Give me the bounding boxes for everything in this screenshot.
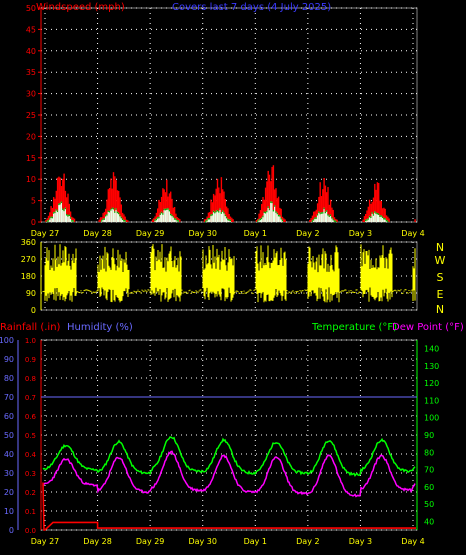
weather-x-tick-label: Day 27: [31, 537, 60, 546]
humidity-tick-label: 50: [4, 431, 14, 440]
wind-y-tick-label: 10: [26, 175, 36, 184]
direction-y-tick-label: 0: [31, 306, 36, 315]
humidity-tick-label: 60: [4, 412, 14, 421]
rainfall-tick-label: 0.6: [25, 413, 37, 421]
compass-label: W: [435, 254, 446, 267]
weather-x-tick-label: Day 28: [83, 537, 112, 546]
humidity-axis-title: Humidity (%): [67, 322, 133, 333]
temperature-tick-label: 100: [424, 414, 439, 423]
wind-x-tick-label: Day 28: [83, 229, 112, 238]
compass-label: E: [437, 288, 444, 301]
wind-y-tick-label: 0: [31, 218, 36, 227]
wind-x-tick-label: Day 2: [296, 229, 319, 238]
wind-y-tick-label: 30: [26, 90, 36, 99]
rainfall-tick-label: 0.2: [25, 489, 36, 497]
rainfall-tick-label: 0.1: [25, 508, 36, 516]
humidity-tick-label: 10: [4, 507, 14, 516]
temperature-tick-label: 60: [424, 483, 434, 492]
wind-x-tick-label: Day 27: [31, 229, 60, 238]
rainfall-tick-label: 0.9: [25, 356, 36, 364]
compass-label: N: [436, 303, 444, 316]
weather-grid: [41, 339, 417, 531]
wind-y-tick-label: 5: [31, 197, 36, 206]
weather-x-tick-label: Day 30: [188, 537, 217, 546]
humidity-tick-label: 40: [4, 450, 14, 459]
humidity-tick-label: 80: [4, 374, 14, 383]
dewpoint-axis-title: Dew Point (°F): [392, 322, 464, 333]
direction-series: [42, 244, 416, 303]
direction-y-tick-label: 180: [21, 272, 36, 281]
wind-y-tick-label: 35: [26, 68, 36, 77]
direction-y-ticks: 360 270 180 90 0: [21, 238, 42, 315]
wind-y-tick-label: 25: [26, 111, 36, 120]
wind-plot-frame: [40, 7, 418, 223]
wind-y-ticks: 0 5 10 15 20 25 30 35 40 45 50: [26, 4, 42, 227]
rainfall-tick-label: 0.0: [25, 527, 36, 535]
humidity-tick-label: 70: [4, 393, 14, 402]
rainfall-tick-label: 0.3: [25, 470, 36, 478]
compass-label: N: [436, 241, 444, 254]
temperature-line: [42, 436, 416, 478]
direction-y-tick-label: 270: [21, 255, 36, 264]
wind-y-tick-label: 45: [26, 25, 36, 34]
wind-y-tick-label: 50: [26, 4, 36, 13]
rainfall-tick-label: 1.0: [25, 337, 36, 345]
weather-x-ticks: Day 27 Day 28 Day 29 Day 30 Day 1 Day 2 Day 3 D…: [31, 537, 425, 546]
chart-period-label: Covers last 7 days (4 July 2025): [172, 2, 331, 13]
dewpoint-line: [42, 450, 416, 498]
rainfall-tick-label: 0.4: [25, 451, 37, 459]
wind-x-tick-label: Day 1: [244, 229, 267, 238]
temperature-tick-label: 140: [424, 345, 439, 354]
rainfall-tick-label: 0.8: [25, 375, 36, 383]
direction-y-tick-label: 360: [21, 238, 36, 247]
wind-series: [45, 165, 416, 223]
rainfall-axis-title: Rainfall (.in): [0, 322, 61, 333]
wind-x-ticks: Day 27 Day 28 Day 29 Day 30 Day 1 Day 2 Day 3 D…: [31, 229, 425, 238]
rainfall-tick-label: 0.5: [25, 432, 36, 440]
humidity-tick-label: 90: [4, 355, 14, 364]
weather-axes: 0 10 20 30 40 50 60 70 80 90 100 0.0 0.1 0.2 0.3 0.4 0.5…: [0, 336, 439, 535]
weather-x-tick-label: Day 4: [401, 537, 424, 546]
weather-x-tick-label: Day 1: [244, 537, 267, 546]
temperature-tick-label: 40: [424, 517, 434, 526]
temperature-tick-label: 70: [424, 466, 434, 475]
rainfall-tick-label: 0.7: [25, 394, 36, 402]
weather-x-tick-label: Day 29: [136, 537, 165, 546]
weather-plot-frame: [40, 339, 418, 531]
temperature-tick-label: 80: [424, 448, 434, 457]
temperature-tick-label: 110: [424, 396, 439, 405]
humidity-tick-label: 0: [9, 526, 14, 535]
weather-x-tick-label: Day 2: [296, 537, 319, 546]
weather-panel: 0 10 20 30 40 50 60 70 80 90 100 0.0 0.1 0.2 0.3 0.4 0.5…: [0, 322, 464, 546]
wind-x-tick-label: Day 30: [188, 229, 217, 238]
wind-y-tick-label: 15: [26, 154, 36, 163]
wind-y-tick-label: 20: [26, 132, 36, 141]
temperature-tick-label: 90: [424, 431, 434, 440]
wind-grid: [41, 7, 417, 223]
humidity-tick-label: 20: [4, 488, 14, 497]
compass-label: S: [437, 271, 444, 284]
wind-x-tick-label: Day 3: [349, 229, 372, 238]
weather-series: [41, 396, 417, 531]
wind-title: Windspeed (mph): [36, 2, 125, 13]
temperature-axis-title: Temperature (°F): [311, 322, 397, 333]
weather-x-tick-label: Day 3: [349, 537, 372, 546]
direction-y-tick-label: 90: [26, 289, 36, 298]
humidity-tick-label: 100: [0, 336, 14, 345]
humidity-tick-label: 30: [4, 469, 14, 478]
wind-x-tick-label: Day 4: [401, 229, 424, 238]
temperature-tick-label: 120: [424, 379, 439, 388]
wind-x-tick-label: Day 29: [136, 229, 165, 238]
temperature-tick-label: 130: [424, 362, 439, 371]
rainfall-line: [42, 482, 416, 531]
temperature-tick-label: 50: [424, 500, 434, 509]
wind-y-tick-label: 40: [26, 47, 36, 56]
